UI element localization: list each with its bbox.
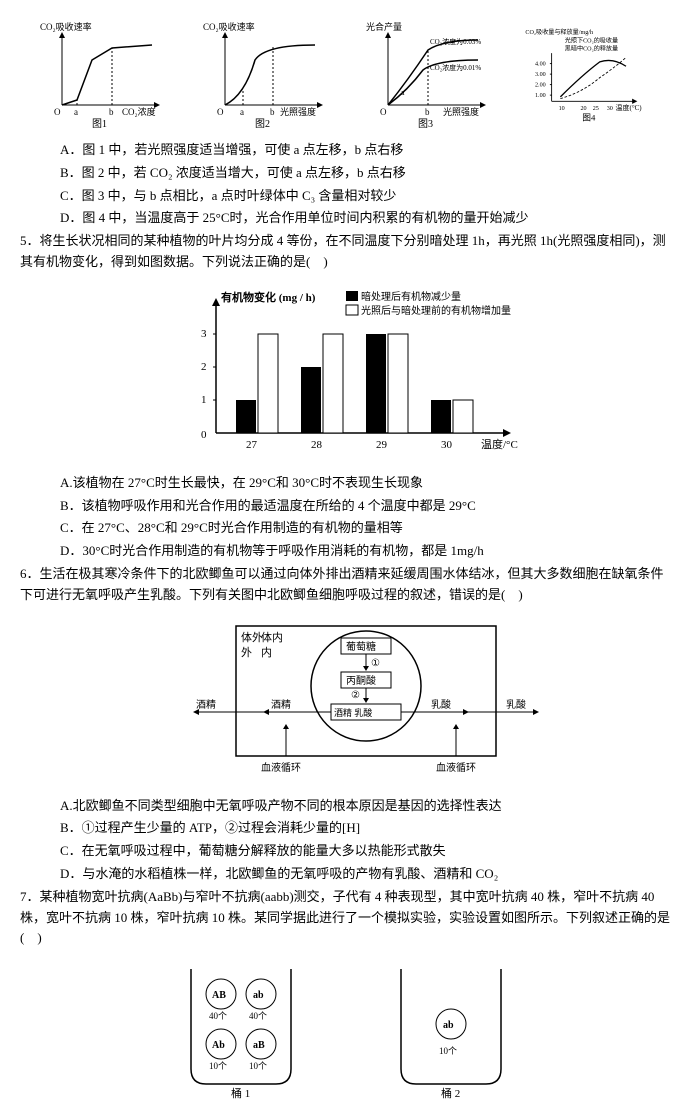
svg-text:b: b	[109, 107, 114, 117]
svg-text:10: 10	[558, 106, 564, 112]
b1-ball3-text: Ab	[212, 1040, 225, 1051]
svg-text:28: 28	[311, 439, 323, 451]
svg-text:2: 2	[201, 361, 207, 373]
mini-chart-1: CO₂吸收速率 O a b CO₂浓度 图1	[32, 20, 172, 130]
beakers-row: AB 40个 ab 40个 Ab 10个 aB 10个 桶 1 ab 10个 桶…	[20, 959, 672, 1099]
chart1-xlabel: CO₂浓度	[122, 106, 156, 117]
mini-chart-2: CO₂吸收速率 O a b 光照强度 图2	[195, 20, 335, 130]
q7-stem: 7．某种植物宽叶抗病(AaBb)与窄叶不抗病(aabb)测交，子代有 4 种表现…	[20, 887, 672, 949]
beaker2-label: 桶 2	[441, 1086, 460, 1099]
chart3-label-a: CO₂浓度为0.03%	[430, 37, 481, 46]
b2-ball1-text: ab	[443, 1020, 454, 1031]
q5-stem: 5．将生长状况相同的某种植物的叶片均分成 4 等份，在不同温度下分别暗处理 1h…	[20, 231, 672, 273]
chart2-ylabel: CO₂吸收速率	[203, 21, 255, 32]
b1-ball4-count: 10个	[249, 1061, 267, 1071]
b1-ball1-text: AB	[212, 990, 226, 1001]
chart3-label-b: CO₂浓度为0.01%	[430, 63, 481, 72]
svg-text:O: O	[217, 107, 224, 117]
b1-ball4-text: aB	[253, 1040, 265, 1051]
q5-option-d: D．30°C时光合作用制造的有机物等于呼吸作用消耗的有机物，都是 1mg/h	[60, 541, 672, 562]
q6-option-a: A.北欧鲫鱼不同类型细胞中无氧呼吸产物不同的根本原因是基因的选择性表达	[60, 796, 672, 817]
svg-text:27: 27	[246, 439, 258, 451]
q6-option-d: D．与水淹的水稻植株一样，北欧鲫鱼的无氧呼吸的产物有乳酸、酒精和 CO₂	[60, 864, 672, 885]
svg-text:a: a	[74, 107, 78, 117]
chart4-caption: 图4	[582, 113, 596, 123]
q4-option-d: D．图 4 中，当温度高于 25°C时，光合作用单位时间内积累的有机物的量开始减…	[60, 208, 672, 229]
q6-glucose: 葡萄糖	[346, 640, 376, 653]
q6-blood1: 血液循环	[261, 761, 301, 774]
svg-text:内: 内	[261, 645, 272, 659]
chart2-xlabel: 光照强度	[280, 106, 316, 117]
chart4-ylabel: CO₂吸收量与释放量/mg/h	[525, 28, 593, 36]
svg-text:29: 29	[376, 439, 388, 451]
chart3-ylabel: 光合产量	[366, 21, 402, 32]
beaker1-label: 桶 1	[231, 1086, 250, 1099]
chart4-legend-b: 黑暗中CO₂的释放量	[564, 45, 617, 53]
q6-option-b: B．①过程产生少量的 ATP，②过程会消耗少量的[H]	[60, 818, 672, 839]
q6-ethanol-out: 酒精	[196, 698, 216, 711]
svg-text:30: 30	[441, 439, 453, 451]
beaker-2: ab 10个 桶 2	[386, 959, 516, 1099]
b1-ball3-count: 10个	[209, 1061, 227, 1071]
mini-chart-3: 光合产量 CO₂浓度为0.03% CO₂浓度为0.01% O b a 光照强度 …	[358, 20, 498, 130]
svg-text:O: O	[54, 107, 61, 117]
chart4-legend-a: 光照下CO₂的吸收量	[564, 37, 617, 45]
q6-pyruvate: 丙酮酸	[346, 674, 376, 687]
q5-option-c: C．在 27°C、28°C和 29°C时光合作用制造的有机物的量相等	[60, 518, 672, 539]
svg-text:b: b	[425, 107, 430, 117]
svg-text:4.00: 4.00	[535, 61, 546, 67]
q4-option-a: A．图 1 中，若光照强度适当增强，可使 a 点左移，b 点右移	[60, 140, 672, 161]
q5-option-b: B．该植物呼吸作用和光合作用的最适温度在所给的 4 个温度中都是 29°C	[60, 496, 672, 517]
q5-legend-black: 暗处理后有机物减少量	[361, 290, 461, 303]
q6-outer: 体外	[241, 630, 263, 644]
svg-text:3: 3	[201, 328, 207, 340]
q4-option-c: C．图 3 中，与 b 点相比，a 点时叶绿体中 C₃ 含量相对较少	[60, 186, 672, 207]
b2-ball1-count: 10个	[439, 1046, 457, 1056]
svg-text:O: O	[380, 107, 387, 117]
chart2-caption: 图2	[255, 118, 270, 130]
b1-ball2-text: ab	[253, 990, 264, 1001]
svg-text:1: 1	[201, 394, 207, 406]
q6-blood2: 血液循环	[436, 761, 476, 774]
svg-text:a: a	[401, 88, 405, 97]
q6-stem: 6．生活在极其寒冷条件下的北欧鲫鱼可以通过向体外排出酒精来延缓周围水体结冰，但其…	[20, 564, 672, 606]
chart1-ylabel: CO₂吸收速率	[40, 21, 92, 32]
q6-step2: ②	[351, 690, 360, 701]
svg-text:2.00: 2.00	[535, 82, 546, 88]
q4-option-b: B．图 2 中，若 CO₂ 浓度适当增大，可使 a 点左移，b 点右移	[60, 163, 672, 184]
mini-charts-row: CO₂吸收速率 O a b CO₂浓度 图1 CO₂吸收速率 O a b 光照强…	[20, 20, 672, 130]
chart3-xlabel: 光照强度	[443, 106, 479, 117]
chart3-caption: 图3	[418, 118, 433, 130]
svg-text:a: a	[240, 107, 244, 117]
q6-lactate-out: 乳酸	[506, 698, 526, 711]
b1-ball1-count: 40个	[209, 1011, 227, 1021]
q5-bar-chart: 有机物变化 (mg / h) 暗处理后有机物减少量 光照后与暗处理前的有机物增加…	[146, 283, 546, 463]
b1-ball2-count: 40个	[249, 1011, 267, 1021]
svg-text:30: 30	[606, 106, 612, 112]
chart1-caption: 图1	[92, 118, 107, 130]
beaker-1: AB 40个 ab 40个 Ab 10个 aB 10个 桶 1	[176, 959, 306, 1099]
svg-text:3.00: 3.00	[535, 72, 546, 78]
q5-option-a: A.该植物在 27°C时生长最快，在 29°C和 30°C时不表现生长现象	[60, 473, 672, 494]
q6-cell-diagram: 体外 体内 外 内 葡萄糖 ① 丙酮酸 ② 酒精 乳酸 酒精 酒精 乳酸 乳酸 …	[136, 616, 556, 786]
q6-eth-lac: 酒精 乳酸	[334, 707, 372, 718]
mini-chart-4: CO₂吸收量与释放量/mg/h 光照下CO₂的吸收量 黑暗中CO₂的释放量 1.…	[521, 20, 661, 130]
svg-text:外: 外	[241, 646, 252, 659]
q5-ylabel: 有机物变化 (mg / h)	[221, 290, 316, 304]
q6-ethanol-in: 酒精	[271, 698, 291, 711]
q6-lactate-in: 乳酸	[431, 698, 451, 711]
q5-legend-white: 光照后与暗处理前的有机物增加量	[361, 304, 511, 317]
q6-step1: ①	[371, 658, 380, 669]
svg-text:0: 0	[201, 429, 207, 441]
q6-option-c: C．在无氧呼吸过程中，葡萄糖分解释放的能量大多以热能形式散失	[60, 841, 672, 862]
svg-text:b: b	[270, 107, 275, 117]
svg-text:1.00: 1.00	[535, 93, 546, 99]
q6-inner: 体内	[261, 630, 283, 644]
svg-text:25: 25	[592, 106, 598, 112]
chart4-xlabel: 温度(°C)	[615, 103, 642, 112]
svg-text:20: 20	[580, 106, 586, 112]
q5-xlabel: 温度/°C	[481, 437, 518, 451]
